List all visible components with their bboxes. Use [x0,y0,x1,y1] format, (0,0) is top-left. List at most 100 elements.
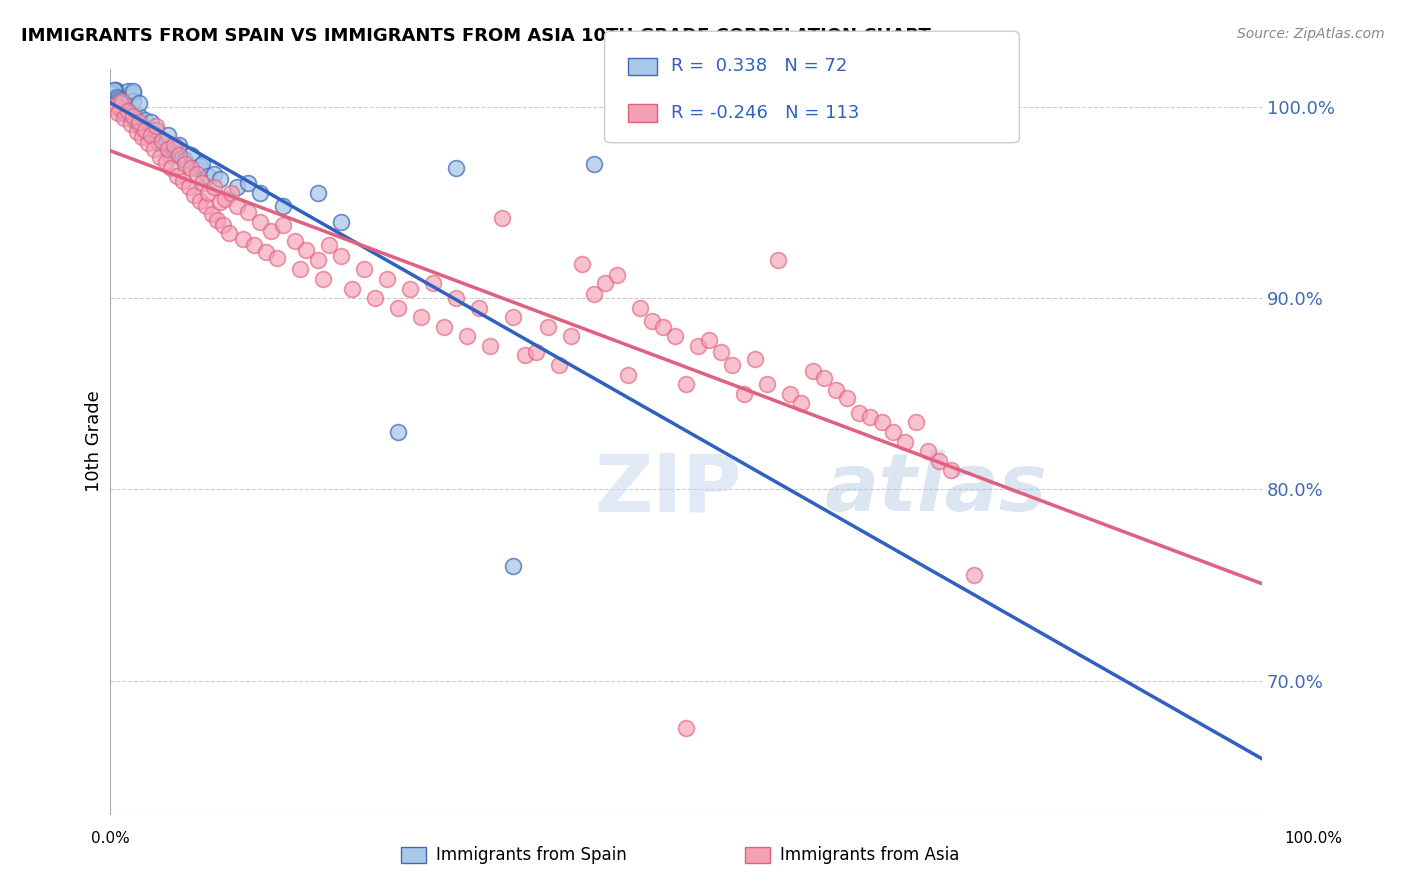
Point [131,120,153,135]
Point [433,319,456,334]
Point [675,377,697,392]
Text: 0.0%: 0.0% [91,831,131,847]
Point [108,100,131,114]
Point [307,186,329,200]
Point [479,339,502,353]
Point [169,138,191,153]
Point [101,94,124,108]
Point [905,416,928,430]
Point [150,134,173,148]
Text: Immigrants from Asia: Immigrants from Asia [780,847,960,864]
Point [112,105,135,120]
Point [226,199,249,213]
Point [128,95,150,110]
Point [107,105,129,120]
Point [103,82,125,96]
Text: ZIP: ZIP [593,450,741,528]
Point [582,157,605,171]
Point [131,130,153,145]
Point [468,301,491,315]
Point [107,92,129,106]
Point [848,406,870,420]
Point [202,180,225,194]
Point [837,391,859,405]
Point [606,268,628,282]
Point [595,276,617,290]
Point [128,109,150,123]
Point [640,314,662,328]
Point [124,113,146,128]
Point [560,329,582,343]
Point [162,142,184,156]
Text: atlas: atlas [824,450,1047,528]
Point [238,205,260,219]
Point [208,172,231,186]
Point [249,214,271,228]
Point [111,94,134,108]
Point [226,180,249,194]
Text: IMMIGRANTS FROM SPAIN VS IMMIGRANTS FROM ASIA 10TH GRADE CORRELATION CHART: IMMIGRANTS FROM SPAIN VS IMMIGRANTS FROM… [21,27,931,45]
Point [664,329,686,343]
Point [115,103,138,118]
Point [254,245,277,260]
Point [124,112,146,126]
Point [744,352,766,367]
Point [212,219,235,233]
Point [134,113,156,128]
Point [582,287,605,301]
Point [444,291,467,305]
Point [139,128,162,143]
Point [917,444,939,458]
Point [111,102,134,116]
Point [652,319,675,334]
Point [208,195,231,210]
Point [329,249,352,263]
Point [180,161,202,175]
Point [141,125,163,139]
Point [939,463,962,477]
Point [105,90,128,104]
Point [111,92,134,106]
Point [143,127,166,141]
Point [118,103,141,118]
Text: Source: ZipAtlas.com: Source: ZipAtlas.com [1237,27,1385,41]
Point [129,117,152,131]
Point [172,174,194,188]
Point [340,281,363,295]
Point [571,257,593,271]
Point [200,207,222,221]
Point [145,119,167,133]
Point [214,192,236,206]
Point [117,88,139,103]
Point [755,377,778,392]
Point [353,262,375,277]
Point [177,180,200,194]
Point [686,339,709,353]
Point [107,92,129,106]
Point [101,87,124,101]
Text: Immigrants from Spain: Immigrants from Spain [436,847,627,864]
Point [411,310,433,325]
Point [156,142,179,156]
Point [444,161,467,175]
Point [120,117,142,131]
Point [266,251,288,265]
Point [548,358,571,372]
Point [111,103,134,118]
Point [155,155,177,169]
Point [398,281,420,295]
Point [232,232,254,246]
Point [733,386,755,401]
Point [295,244,318,258]
Point [174,153,197,168]
Point [375,272,398,286]
Point [329,214,352,228]
Point [131,119,153,133]
Point [928,453,950,467]
Point [197,169,219,183]
Point [122,109,145,123]
Point [120,107,142,121]
Point [617,368,640,382]
Point [524,344,547,359]
Point [271,199,294,213]
